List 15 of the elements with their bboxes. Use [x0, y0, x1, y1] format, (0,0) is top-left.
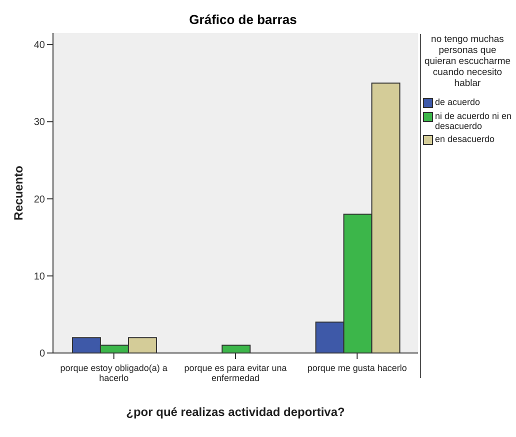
legend-title: no tengo muchas personas que quieran escucharme cuando necesito hablar [423, 34, 512, 89]
x-tick-label: porque estoy obligado(a) a hacerlo [60, 363, 168, 383]
legend-label: ni de acuerdo ni en desacuerdo [435, 111, 512, 131]
y-tick-label: 20 [34, 194, 46, 206]
y-tick-label: 40 [34, 40, 46, 52]
y-tick-label: 30 [34, 117, 46, 128]
legend-label: de acuerdo [435, 97, 480, 107]
x-axis-title: ¿por qué realizas actividad deportiva? [126, 405, 345, 419]
y-axis-title: Recuento [11, 166, 26, 220]
y-tick-label: 0 [39, 348, 46, 360]
legend-label: en desacuerdo [435, 134, 495, 144]
chart-title: Gráfico de barras [188, 12, 298, 27]
x-tick-label: porque es para evitar una enfermedad [184, 363, 287, 383]
x-tick-label: porque me gusta hacerlo [307, 363, 407, 373]
y-tick-label: 10 [34, 271, 46, 282]
